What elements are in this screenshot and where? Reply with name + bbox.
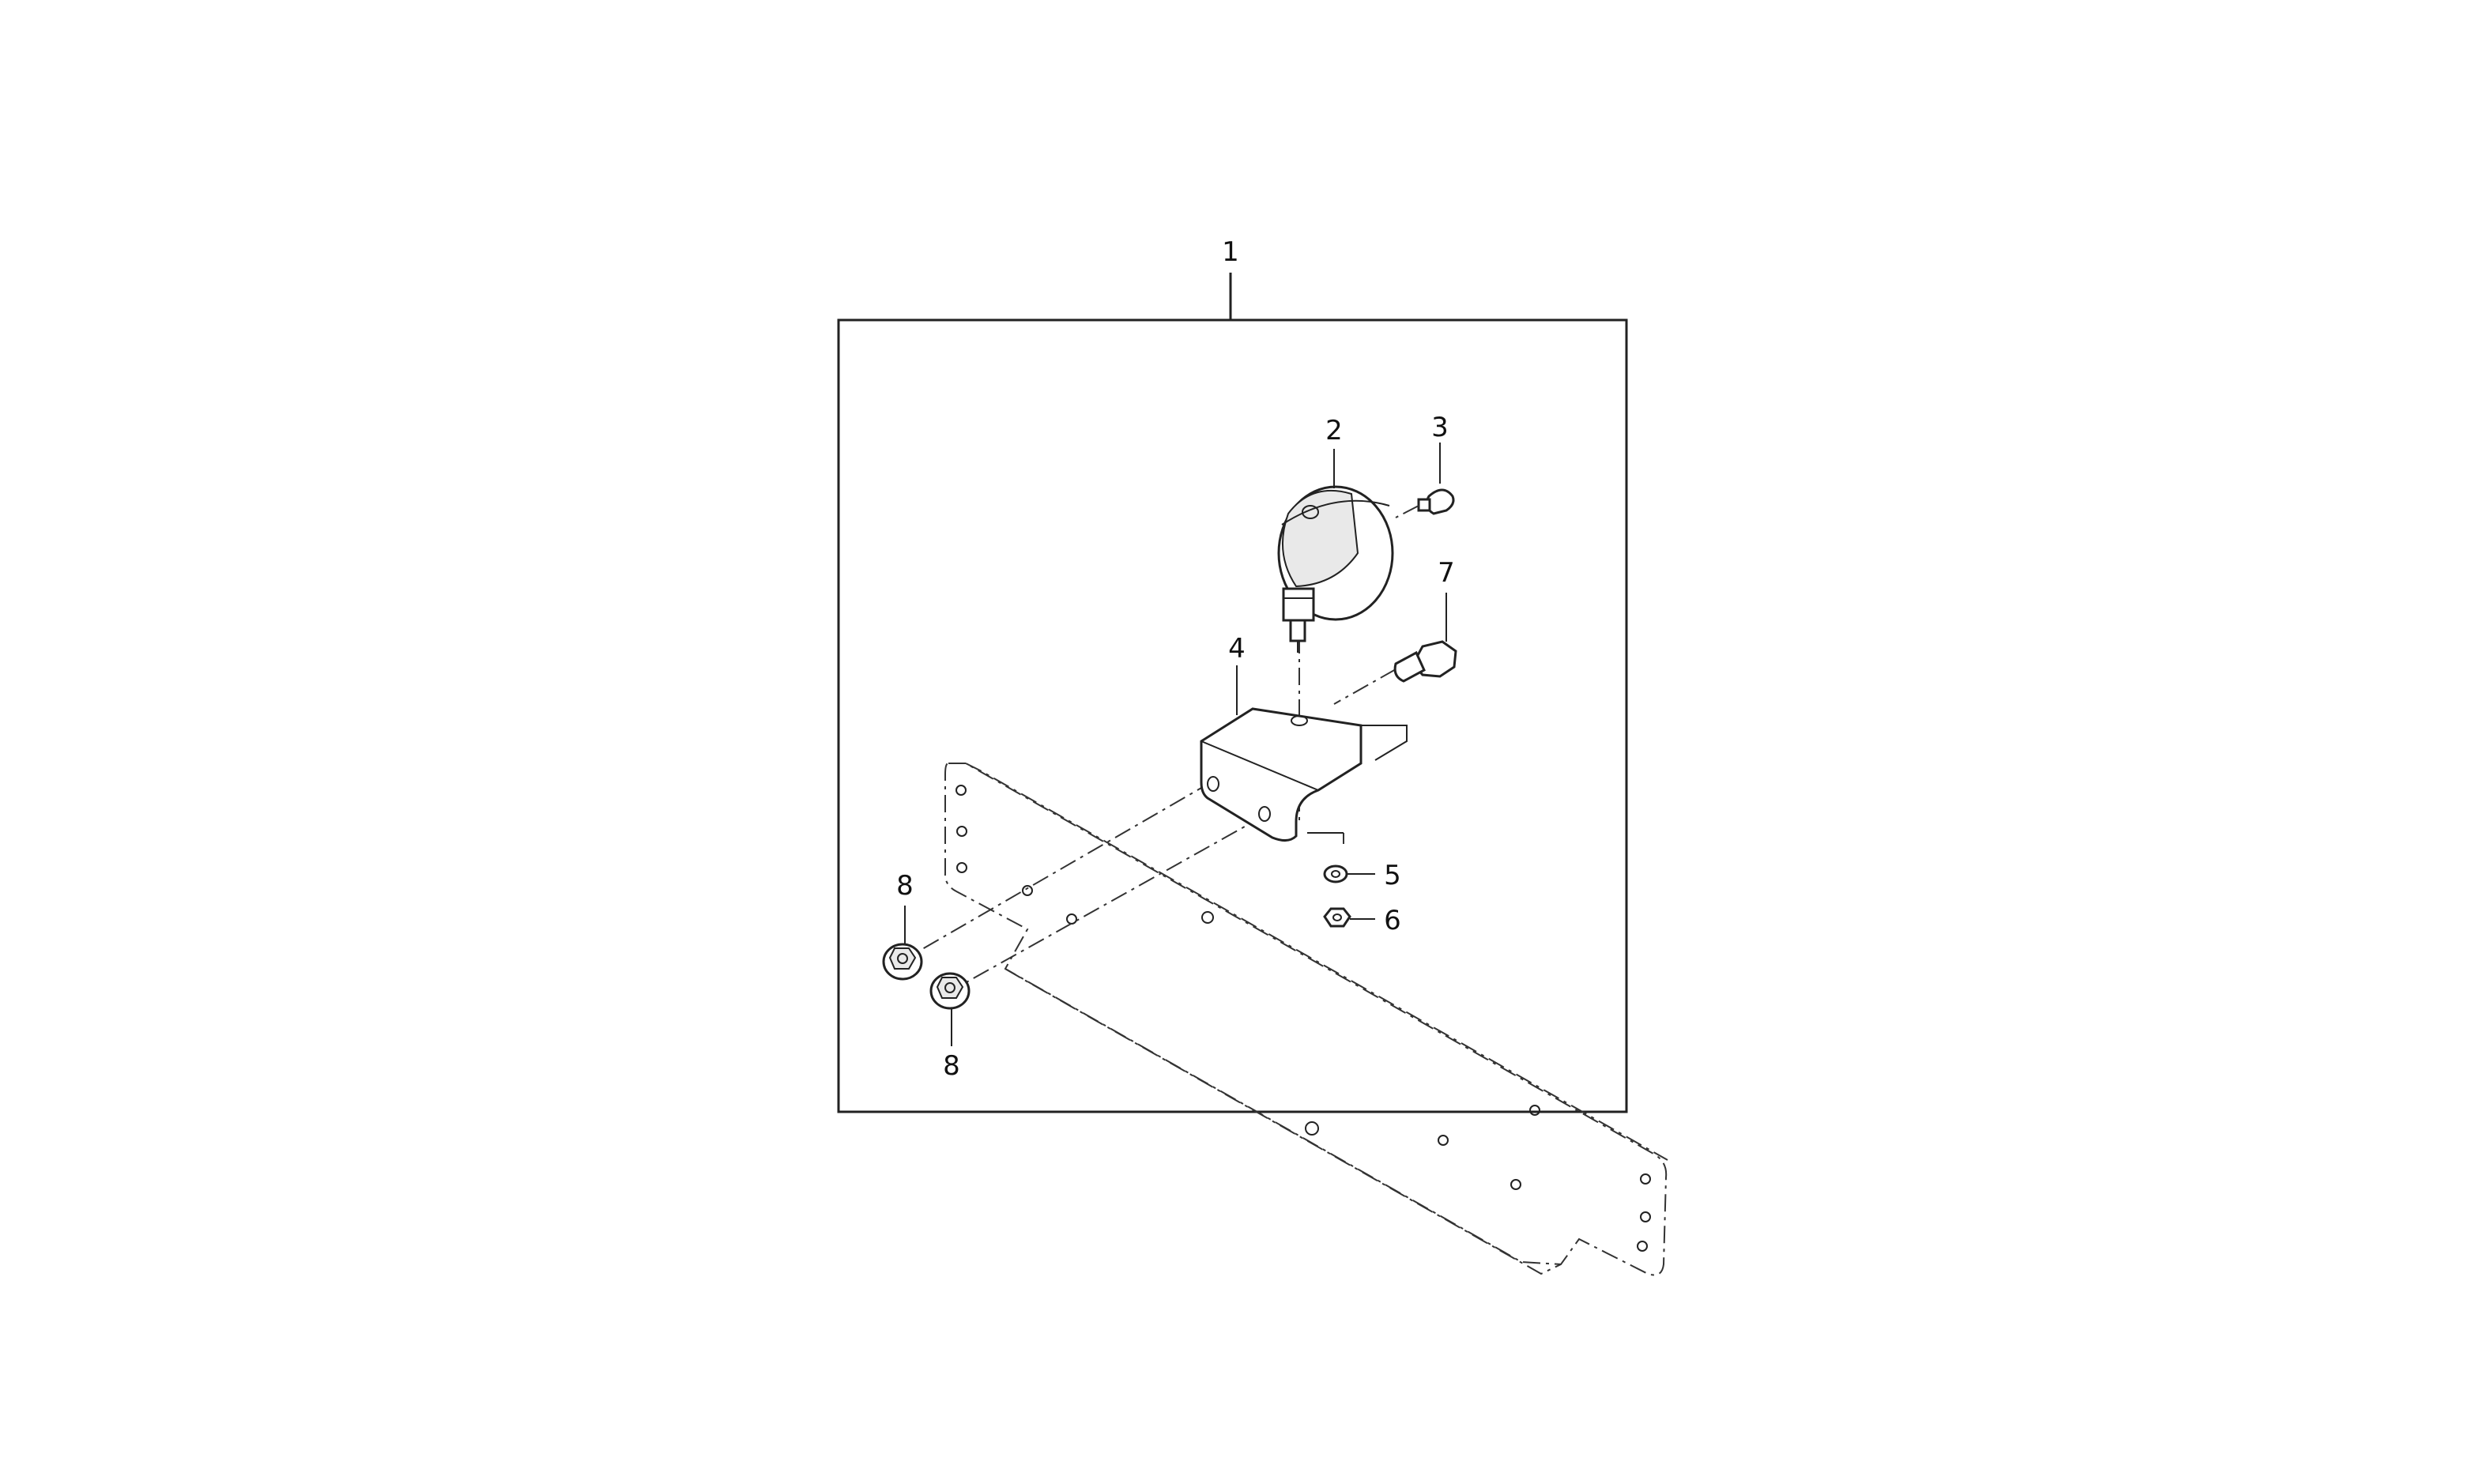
callout-6: 6 [1384, 905, 1401, 936]
leader-lines [904, 443, 1447, 1046]
lamp [1277, 485, 1394, 653]
callout-8-right: 8 [943, 1050, 960, 1082]
flange-nut-right [929, 972, 971, 1010]
washer [1323, 864, 1348, 883]
l-bracket [1200, 707, 1408, 842]
bulb [1395, 488, 1455, 518]
assembly-frame [837, 318, 1628, 1113]
callout-1: 1 [1222, 236, 1239, 268]
callout-5: 5 [1384, 860, 1401, 891]
mounting-rail [944, 763, 1668, 1276]
hex-nut [1323, 907, 1351, 928]
callout-4: 4 [1228, 633, 1246, 665]
flange-nut-left [882, 943, 923, 981]
callout-3: 3 [1431, 412, 1449, 443]
callout-2: 2 [1325, 415, 1343, 446]
flange-bolt [1393, 640, 1457, 683]
assembly-centerlines [906, 636, 1396, 991]
callout-8-left: 8 [896, 870, 914, 902]
callout-7: 7 [1438, 557, 1455, 589]
